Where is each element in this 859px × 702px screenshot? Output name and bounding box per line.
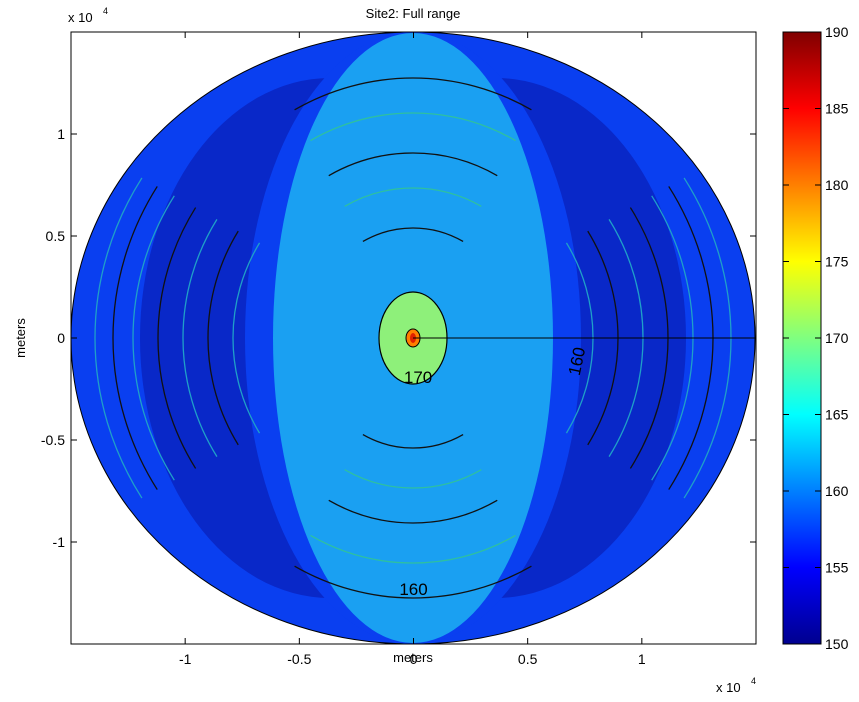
y-axis: 1 0.5 0 -0.5 -1 [41,126,756,550]
y-exponent: x 10 4 [68,6,108,25]
colorbar-tick-label: 180 [825,177,849,193]
contour-ring-left [94,177,143,499]
x-tick-label: 1 [638,651,646,667]
y-exponent-power: 4 [103,6,108,16]
chart-title: Site2: Full range [366,6,461,21]
colorbar-tick-label: 155 [825,560,849,576]
contour-ring-top [362,227,464,243]
y-tick-label: -0.5 [41,432,65,448]
x-exponent-base: x 10 [716,680,741,695]
colorbar [782,31,822,645]
y-axis-label: meters [13,318,28,358]
contour-ring-top [294,77,532,111]
colorbar-tick-label: 150 [825,636,849,652]
colorbar-tick-label: 170 [825,330,849,346]
x-exponent: x 10 4 [716,676,756,695]
x-axis-label: meters [393,650,433,665]
contour-fills [71,32,756,644]
x-tick-label: -0.5 [287,651,311,667]
x-tick-label: -1 [179,651,192,667]
contour-ring-left [207,230,239,446]
ring-lines [94,77,732,599]
y-tick-label: 0 [57,330,65,346]
y-exponent-base: x 10 [68,10,93,25]
x-exponent-power: 4 [751,676,756,686]
y-tick-label: -1 [53,534,66,550]
colorbar-ticks: 190 185 180 175 170 165 160 155 150 [783,24,849,652]
contour-ring-left [112,186,158,490]
colorbar-tick-label: 185 [825,101,849,117]
contour-ring-left [132,195,175,481]
contour-ring-bottom [328,499,498,524]
colorbar-tick-label: 165 [825,407,849,423]
contour-ring-bottom [344,469,482,489]
contour-ring-bottom [310,534,516,564]
contour-ring-top [310,112,516,142]
x-tick-label: 0.5 [518,651,538,667]
contour-ring-left [232,242,261,434]
contour-ring-top [328,152,498,177]
y-tick-label: 0.5 [46,228,66,244]
contour-ring-bottom [294,565,532,599]
x-axis: -1 -0.5 0 0.5 1 [179,32,646,667]
colorbar-tick-label: 160 [825,483,849,499]
contour-ring-left [157,207,197,469]
colorbar-tick-label: 175 [825,254,849,270]
contour-label: 160 [399,580,427,599]
y-tick-label: 1 [57,126,65,142]
contour-ring-left [182,219,218,457]
x-tick-label: 0 [410,651,418,667]
colorbar-tick-label: 190 [825,24,849,40]
contour-label: 170 [404,368,432,387]
contour-ring-bottom [362,433,464,449]
contour-ring-top [344,187,482,207]
